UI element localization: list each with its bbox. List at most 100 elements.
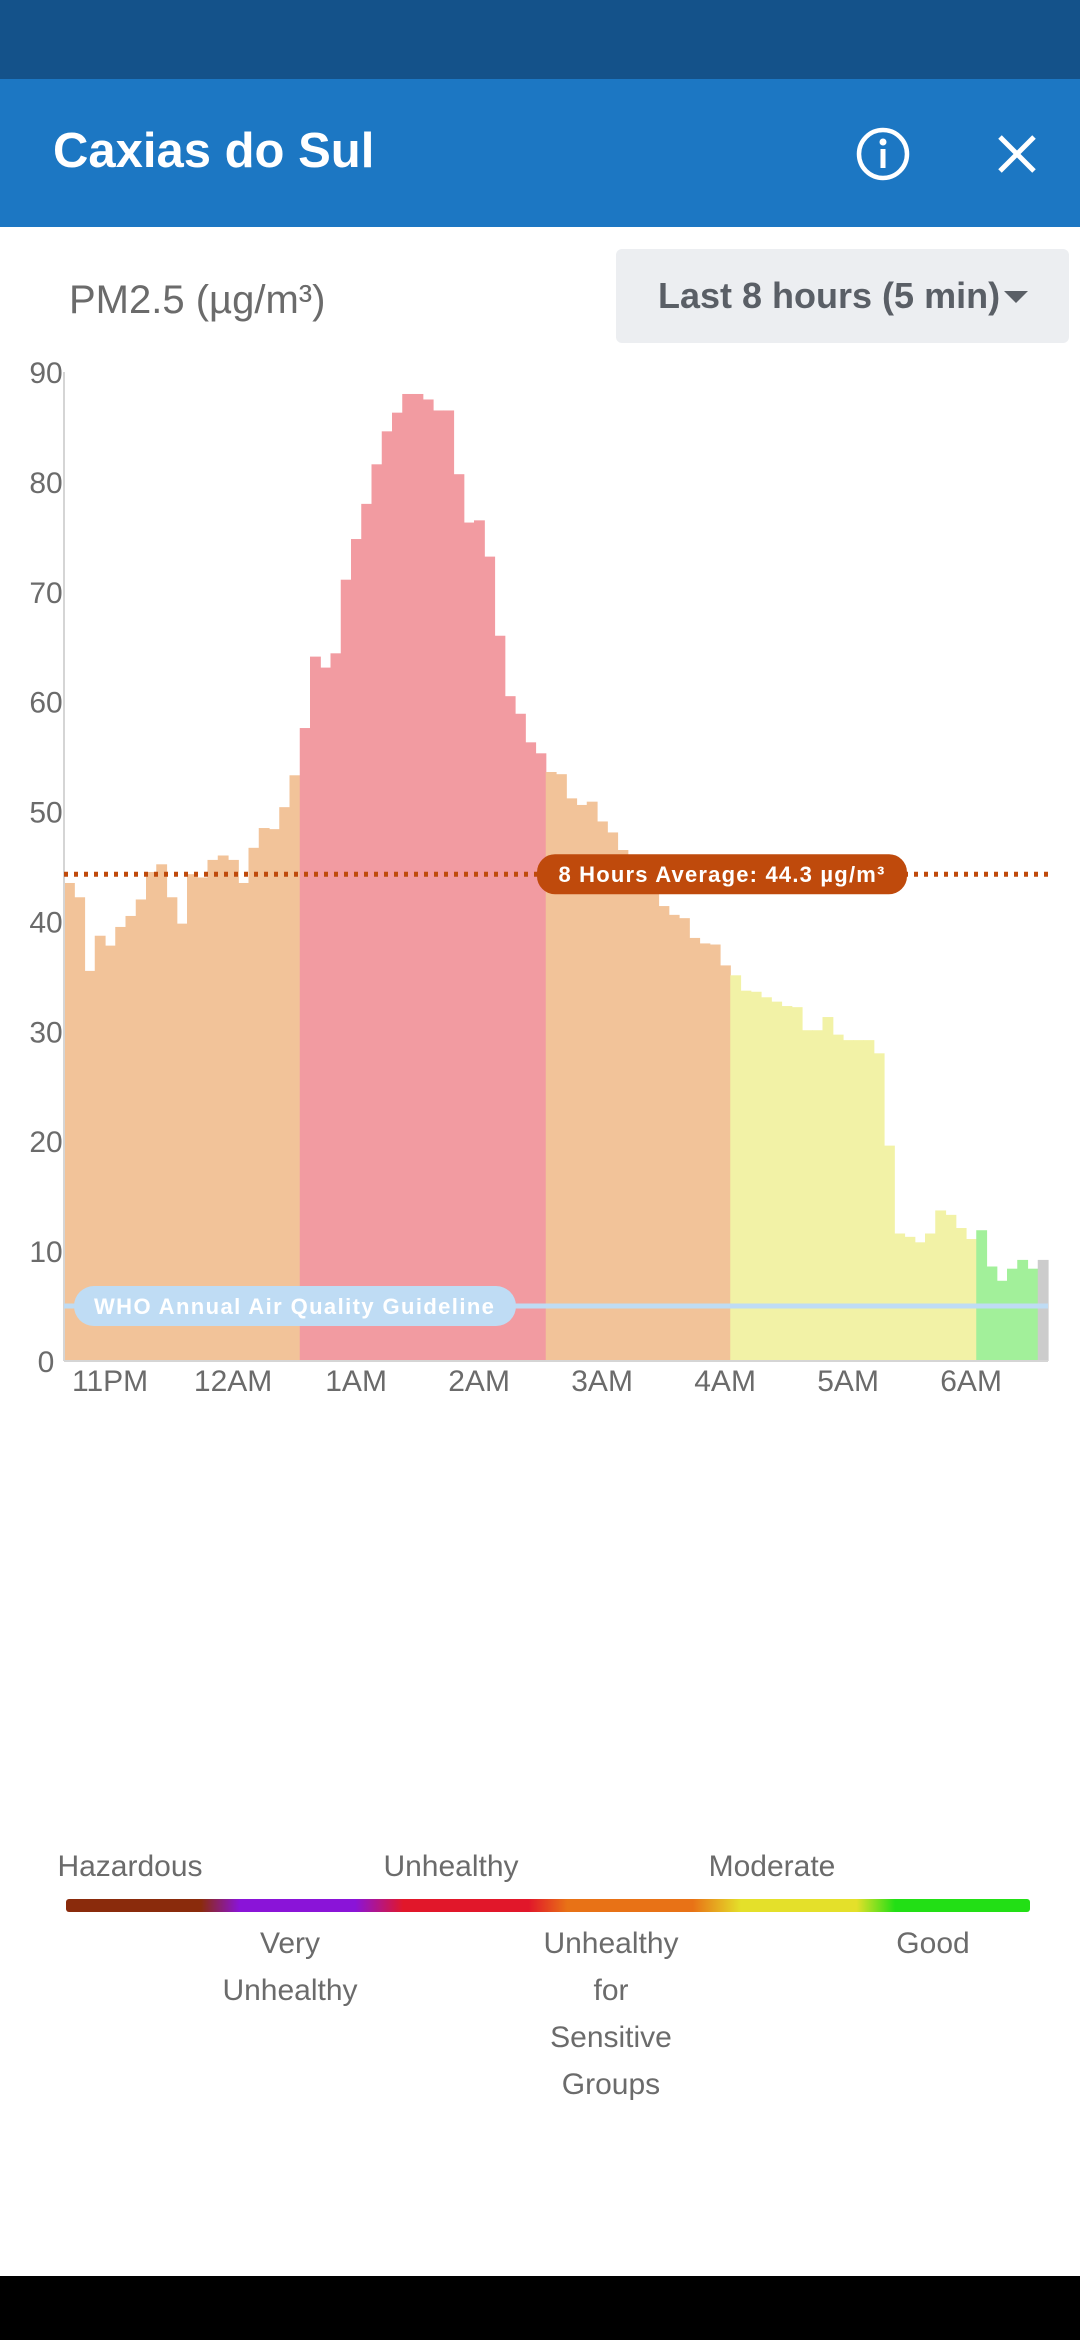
x-tick-label: 5AM <box>817 1365 879 1398</box>
bar-93 <box>1017 1259 1029 1361</box>
bar-47 <box>545 772 557 1361</box>
bar-61 <box>689 937 701 1361</box>
info-button[interactable] <box>854 125 912 183</box>
bar-83 <box>914 1242 926 1361</box>
x-tick-label: 3AM <box>571 1365 633 1398</box>
bar-66 <box>740 990 752 1361</box>
bar-22 <box>289 775 301 1361</box>
bar-3 <box>94 935 106 1361</box>
bar-40 <box>474 520 485 1361</box>
bar-84 <box>925 1233 936 1361</box>
y-tick-label: 90 <box>29 357 62 390</box>
x-axis-ticks: 11PM 12AM 1AM 2AM 3AM 4AM 5AM 6AM <box>72 1365 1002 1398</box>
bar-35 <box>422 399 434 1362</box>
bar-85 <box>935 1210 947 1361</box>
bar-2 <box>84 970 96 1361</box>
bar-49 <box>566 798 578 1361</box>
y-tick-label: 70 <box>29 577 62 610</box>
legend-label-usg: Unhealthy for Sensitive Groups <box>543 1927 679 2101</box>
bar-16 <box>228 859 239 1361</box>
bar-24 <box>310 656 321 1361</box>
bar-9 <box>156 864 168 1361</box>
legend-label-very-unhealthy: Very Unhealthy <box>222 1927 358 2007</box>
bar-65 <box>730 975 742 1361</box>
bar-41 <box>484 556 496 1361</box>
bar-13 <box>197 877 209 1361</box>
bar-29 <box>361 503 373 1361</box>
info-icon <box>856 127 910 181</box>
bars <box>64 393 1049 1362</box>
bar-30 <box>371 464 383 1361</box>
navigation-bar <box>0 2276 1080 2340</box>
bar-78 <box>863 1040 875 1361</box>
bar-25 <box>320 667 332 1361</box>
bar-46 <box>535 753 547 1361</box>
bar-64 <box>720 965 731 1361</box>
bar-51 <box>586 801 598 1361</box>
bar-34 <box>412 393 424 1362</box>
legend-label-moderate: Moderate <box>708 1850 836 1883</box>
bar-74 <box>822 1017 834 1361</box>
y-tick-label: 10 <box>29 1236 62 1269</box>
bar-77 <box>853 1040 865 1361</box>
pm25-bar-chart: 0 10 20 30 40 50 60 70 80 90 11PM 12AM 1AM 2AM 3AM 4AM… <box>29 357 1049 1398</box>
legend-color-bar <box>66 1899 1030 1912</box>
bar-72 <box>802 1030 813 1361</box>
bar-94 <box>1027 1268 1039 1361</box>
bar-87 <box>955 1228 967 1361</box>
caret-down-icon <box>1004 291 1028 303</box>
bar-55 <box>627 875 639 1361</box>
app-header: Caxias do Sul <box>0 79 1080 227</box>
bar-21 <box>279 807 291 1361</box>
bar-91 <box>996 1280 1008 1361</box>
metric-label: PM2.5 (µg/m³) <box>69 278 326 322</box>
bar-38 <box>453 474 465 1361</box>
bar-53 <box>607 832 619 1361</box>
bar-60 <box>679 918 690 1361</box>
bar-45 <box>525 742 537 1361</box>
legend-label-good: Good <box>896 1927 970 1960</box>
bar-50 <box>576 804 588 1361</box>
bar-20 <box>269 829 280 1361</box>
y-axis-ticks: 0 10 20 30 40 50 60 70 80 90 <box>29 357 62 1379</box>
bar-67 <box>750 991 762 1361</box>
guideline-pill <box>74 1286 516 1327</box>
x-tick-label: 11PM <box>72 1365 148 1398</box>
bar-76 <box>843 1040 854 1361</box>
bar-33 <box>402 393 414 1362</box>
y-tick-label: 80 <box>29 467 62 500</box>
status-bar <box>0 0 1080 79</box>
bar-43 <box>504 696 516 1361</box>
bar-11 <box>176 923 188 1361</box>
bar-15 <box>217 855 229 1361</box>
average-label: 8 Hours Average: 44.3 µg/m³ <box>558 862 885 887</box>
bar-68 <box>761 997 772 1361</box>
bar-10 <box>166 897 178 1361</box>
x-tick-label: 12AM <box>194 1365 272 1398</box>
bar-75 <box>832 1034 844 1361</box>
close-icon <box>998 135 1036 173</box>
x-tick-label: 4AM <box>694 1365 756 1398</box>
bar-92 <box>1007 1268 1018 1361</box>
bar-0 <box>64 882 75 1361</box>
bar-57 <box>648 890 660 1361</box>
y-tick-label: 30 <box>29 1016 62 1049</box>
bar-37 <box>443 410 455 1362</box>
bar-82 <box>904 1236 916 1361</box>
legend-label-hazardous: Hazardous <box>57 1850 203 1883</box>
bar-79 <box>873 1053 885 1361</box>
y-tick-label: 40 <box>29 906 62 939</box>
bar-56 <box>638 888 649 1361</box>
time-range-value: Last 8 hours (5 min) <box>658 275 1001 316</box>
bar-62 <box>699 943 711 1361</box>
bar-58 <box>658 906 670 1361</box>
bar-81 <box>894 1233 906 1361</box>
time-range-select[interactable]: Last 8 hours (5 min) <box>616 249 1069 343</box>
y-tick-label: 20 <box>29 1126 62 1159</box>
average-marker: 8 Hours Average: 44.3 µg/m³ <box>64 854 1048 895</box>
bar-6 <box>125 915 137 1361</box>
bar-32 <box>392 412 403 1361</box>
bar-28 <box>351 539 362 1361</box>
close-button[interactable] <box>990 127 1044 181</box>
bar-27 <box>340 579 352 1361</box>
